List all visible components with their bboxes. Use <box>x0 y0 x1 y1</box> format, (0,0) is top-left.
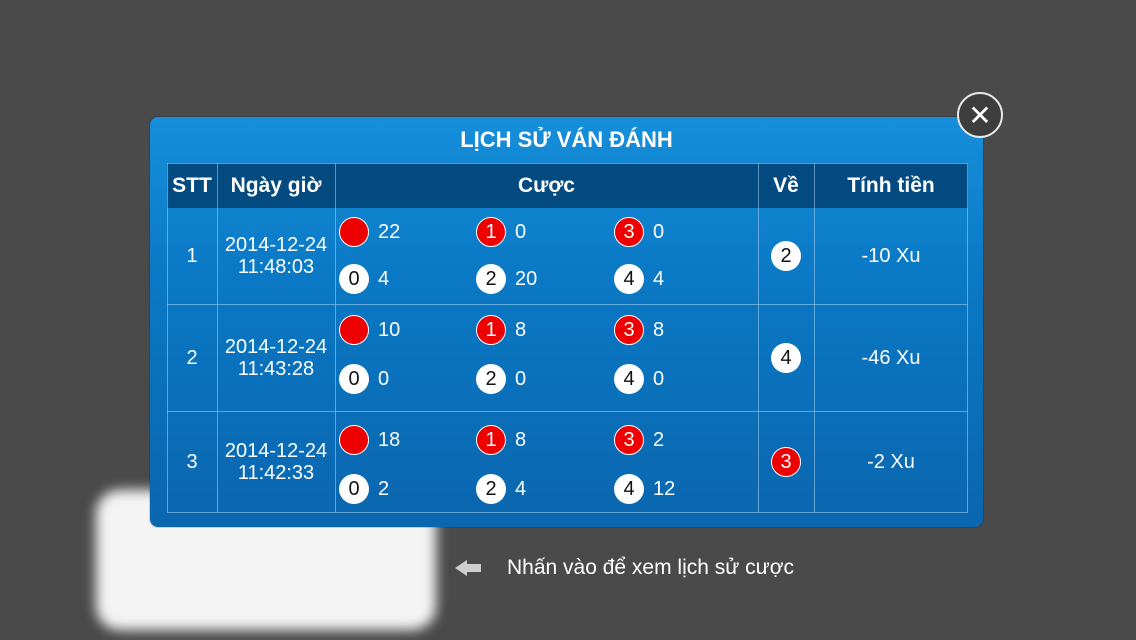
bet-entry: 18 <box>339 425 400 455</box>
bet-amount: 4 <box>515 477 527 500</box>
bet-ball <box>339 425 369 455</box>
grid-line <box>167 163 968 164</box>
bet-ball: 4 <box>614 364 644 394</box>
bet-amount: 18 <box>378 428 401 451</box>
grid-line <box>335 163 336 512</box>
bet-amount: 8 <box>515 428 527 451</box>
row-datetime: 2014-12-24 11:42:33 <box>217 411 335 512</box>
grid-line <box>814 163 815 512</box>
bet-ball: 3 <box>614 425 644 455</box>
row-payout: -2 Xu <box>867 450 915 473</box>
bet-ball: 0 <box>339 474 369 504</box>
bet-ball: 3 <box>614 217 644 247</box>
bet-amount: 2 <box>378 477 390 500</box>
row-result: 3 <box>758 411 814 512</box>
grid-line <box>167 163 168 512</box>
bet-amount: 0 <box>378 367 390 390</box>
bet-ball <box>339 315 369 345</box>
bet-ball <box>339 217 369 247</box>
row-date: 2014-12-24 <box>224 335 328 358</box>
bet-amount: 2 <box>653 428 665 451</box>
bet-amount: 4 <box>653 267 665 290</box>
grid-line <box>217 163 218 512</box>
grid-line <box>967 163 968 512</box>
bet-amount: 8 <box>515 318 527 341</box>
bet-amount: 0 <box>653 220 665 243</box>
back-arrow-tail <box>467 564 481 572</box>
grid-line <box>758 163 759 512</box>
close-button[interactable]: ✕ <box>957 92 1003 138</box>
bet-entry: 10 <box>339 315 400 345</box>
row-datetime: 2014-12-24 11:48:03 <box>217 208 335 304</box>
row-stt: 1 <box>186 245 198 267</box>
header-payout: Tính tiền <box>814 163 968 208</box>
dialog-title: LỊCH SỬ VÁN ĐÁNH <box>460 127 673 152</box>
bet-amount: 0 <box>515 367 527 390</box>
result-ball: 3 <box>771 446 801 477</box>
bet-amount: 0 <box>515 220 527 243</box>
grid-line <box>167 411 968 412</box>
row-time: 11:48:03 <box>237 256 315 278</box>
bet-amount: 8 <box>653 318 665 341</box>
bet-entry: 4 12 <box>614 474 675 504</box>
bet-amount: 0 <box>653 367 665 390</box>
row-stt: 3 <box>186 450 198 473</box>
header-stt: STT <box>167 163 217 208</box>
row-payout: -46 Xu <box>861 346 921 369</box>
bet-ball: 0 <box>339 264 369 294</box>
bet-amount: 4 <box>378 267 390 290</box>
bet-amount: 22 <box>378 220 401 243</box>
header-result: Về <box>758 163 814 208</box>
row-stt: 2 <box>186 346 198 369</box>
row-date: 2014-12-24 <box>224 234 328 256</box>
row-result: 4 <box>758 304 814 411</box>
row-datetime: 2014-12-24 11:43:28 <box>217 304 335 411</box>
row-time: 11:43:28 <box>237 357 315 380</box>
bet-entry: 2 20 <box>476 264 537 294</box>
result-ball: 2 <box>771 241 801 271</box>
bet-ball: 4 <box>614 474 644 504</box>
bet-ball: 1 <box>476 425 506 455</box>
bet-ball: 1 <box>476 315 506 345</box>
bet-amount: 20 <box>515 267 538 290</box>
bet-entry: 22 <box>339 217 400 247</box>
history-table: STT Ngày giờ Cược Về Tính tiền 1 2014-12-… <box>167 163 968 513</box>
bet-ball: 2 <box>476 264 506 294</box>
bet-ball: 4 <box>614 264 644 294</box>
header-datetime: Ngày giờ <box>217 163 335 208</box>
row-payout: -10 Xu <box>861 245 921 267</box>
hint-text: Nhấn vào để xem lịch sử cược <box>507 556 794 579</box>
row-date: 2014-12-24 <box>224 439 328 462</box>
history-dialog: LỊCH SỬ VÁN ĐÁNH STT Ngày giờ Cược Về Tí… <box>150 117 983 527</box>
bet-ball: 2 <box>476 474 506 504</box>
bet-ball: 2 <box>476 364 506 394</box>
result-ball: 4 <box>771 342 801 373</box>
bet-amount: 10 <box>378 318 401 341</box>
row-result: 2 <box>758 208 814 304</box>
grid-line <box>167 512 968 513</box>
grid-line <box>167 304 968 305</box>
row-time: 11:42:33 <box>237 461 315 484</box>
back-arrow-icon <box>455 560 467 576</box>
history-hint[interactable]: Nhấn vào để xem lịch sử cược <box>455 556 794 580</box>
bet-amount: 12 <box>653 477 676 500</box>
header-bet: Cược <box>335 163 758 208</box>
bet-ball: 1 <box>476 217 506 247</box>
bet-ball: 3 <box>614 315 644 345</box>
bet-ball: 0 <box>339 364 369 394</box>
